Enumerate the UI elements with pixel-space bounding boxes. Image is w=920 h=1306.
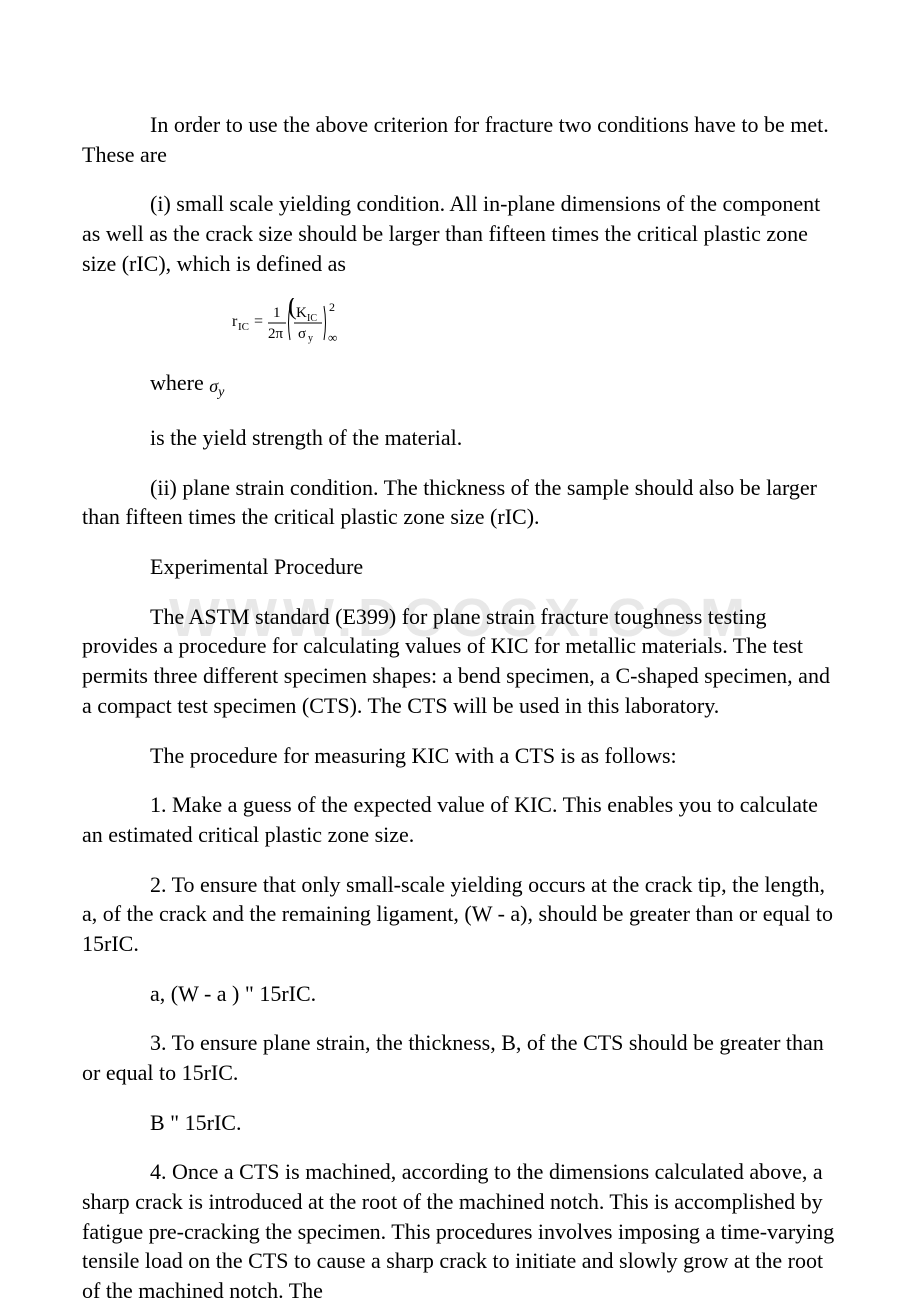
where-prefix: where: [150, 370, 209, 395]
paragraph-condition-ii: (ii) plane strain condition. The thickne…: [82, 473, 838, 532]
svg-text:2: 2: [329, 300, 335, 314]
svg-text:=: =: [254, 313, 263, 330]
paragraph-step-3-formula: B " 15rIC.: [82, 1108, 838, 1138]
svg-text:IC: IC: [238, 321, 249, 333]
paragraph-where: where σy: [82, 368, 838, 403]
paragraph-intro: In order to use the above criterion for …: [82, 110, 838, 169]
sigma-y-symbol: σy: [209, 376, 224, 396]
heading-experimental: Experimental Procedure: [82, 552, 838, 582]
document-content: In order to use the above criterion for …: [82, 110, 838, 1306]
paragraph-step-3: 3. To ensure plane strain, the thickness…: [82, 1028, 838, 1087]
formula-ric-svg: r IC = 1 2π ( K IC σ y 2 ∞: [232, 298, 362, 346]
paragraph-yield-strength: is the yield strength of the material.: [82, 423, 838, 453]
svg-text:1: 1: [273, 305, 281, 321]
paragraph-step-4: 4. Once a CTS is machined, according to …: [82, 1157, 838, 1305]
svg-text:∞: ∞: [328, 330, 337, 345]
paragraph-step-2-formula: a, (W - a ) " 15rIC.: [82, 979, 838, 1009]
paragraph-step-2: 2. To ensure that only small-scale yield…: [82, 870, 838, 959]
svg-text:IC: IC: [307, 313, 317, 324]
svg-text:2π: 2π: [268, 326, 284, 342]
svg-text:σ: σ: [298, 326, 306, 342]
paragraph-step-1: 1. Make a guess of the expected value of…: [82, 790, 838, 849]
svg-text:K: K: [296, 305, 307, 321]
svg-text:y: y: [308, 333, 313, 344]
formula-ric: r IC = 1 2π ( K IC σ y 2 ∞: [232, 298, 838, 354]
paragraph-astm: The ASTM standard (E399) for plane strai…: [82, 602, 838, 721]
paragraph-procedure-intro: The procedure for measuring KIC with a C…: [82, 741, 838, 771]
paragraph-condition-i: (i) small scale yielding condition. All …: [82, 189, 838, 278]
